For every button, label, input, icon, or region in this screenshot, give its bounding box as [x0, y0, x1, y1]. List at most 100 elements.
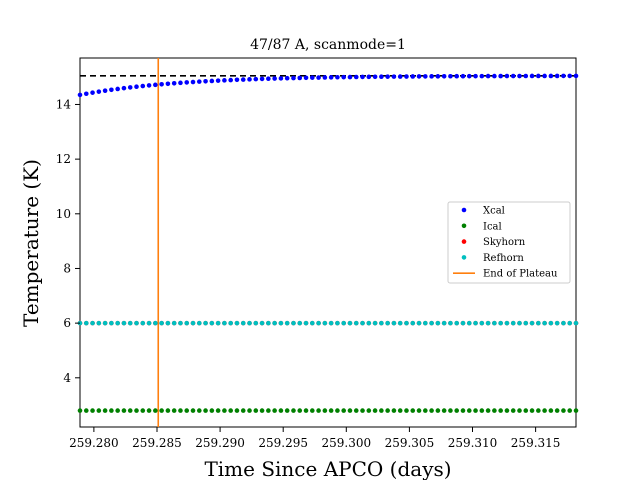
data-point-ical — [153, 408, 158, 413]
data-point-xcal — [297, 75, 303, 81]
x-axis-label: Time Since APCO (days) — [204, 457, 451, 480]
data-point-ical — [102, 408, 108, 413]
legend-box — [447, 201, 571, 284]
data-point-refhorn — [247, 320, 252, 326]
data-point-refhorn — [83, 320, 89, 326]
data-point-xcal — [542, 73, 547, 79]
data-point-ical — [83, 408, 89, 413]
data-point-xcal — [196, 79, 202, 84]
data-point-xcal — [96, 89, 102, 94]
data-point-xcal — [441, 73, 447, 79]
data-point-ical — [523, 408, 529, 413]
data-point-refhorn — [159, 320, 164, 326]
data-point-xcal — [291, 75, 296, 81]
data-point-xcal — [391, 74, 397, 79]
data-point-xcal — [529, 73, 535, 79]
legend-label: End of Plateau — [483, 269, 558, 280]
data-point-xcal — [372, 74, 378, 80]
data-point-ical — [404, 408, 409, 413]
data-point-refhorn — [385, 320, 390, 326]
data-point-ical — [529, 408, 535, 413]
data-point-ical — [115, 408, 120, 413]
data-point-ical — [341, 408, 346, 413]
data-point-refhorn — [567, 320, 573, 326]
data-point-ical — [347, 408, 353, 413]
data-point-refhorn — [328, 320, 334, 326]
data-point-refhorn — [228, 320, 233, 326]
legend-marker-xcal — [461, 207, 467, 213]
data-point-refhorn — [297, 320, 303, 326]
data-point-refhorn — [153, 320, 158, 326]
legend-label: Skyhorn — [483, 237, 526, 248]
data-point-ical — [140, 408, 146, 413]
x-tick-label: 259.300 — [321, 436, 371, 450]
data-point-refhorn — [234, 320, 240, 326]
data-point-ical — [134, 408, 139, 413]
data-point-refhorn — [529, 320, 535, 326]
data-point-ical — [159, 408, 164, 413]
data-point-xcal — [504, 73, 510, 79]
data-point-xcal — [127, 85, 133, 90]
data-point-ical — [485, 408, 491, 413]
data-point-ical — [90, 408, 95, 413]
data-point-xcal — [554, 73, 560, 79]
data-point-xcal — [347, 74, 353, 80]
data-point-ical — [96, 408, 102, 413]
data-point-refhorn — [109, 320, 114, 326]
data-point-xcal — [146, 83, 152, 88]
data-point-ical — [573, 408, 579, 413]
data-point-xcal — [316, 75, 321, 80]
data-point-refhorn — [316, 320, 321, 326]
data-point-xcal — [360, 74, 365, 80]
y-tick-label: 14 — [56, 97, 72, 111]
data-point-xcal — [492, 73, 497, 79]
data-point-xcal — [102, 88, 108, 93]
data-point-ical — [366, 408, 372, 413]
data-point-refhorn — [485, 320, 491, 326]
plot-frame — [79, 57, 577, 428]
data-point-ical — [310, 408, 315, 413]
data-point-refhorn — [240, 320, 246, 326]
data-point-refhorn — [460, 320, 466, 326]
series-ical — [77, 408, 579, 413]
data-point-ical — [360, 408, 365, 413]
data-point-ical — [215, 408, 221, 413]
data-point-ical — [353, 408, 359, 413]
data-point-refhorn — [479, 320, 485, 326]
data-point-xcal — [466, 73, 472, 79]
data-point-refhorn — [492, 320, 497, 326]
data-point-refhorn — [190, 320, 196, 326]
data-point-refhorn — [473, 320, 478, 326]
data-point-refhorn — [165, 320, 171, 326]
data-point-ical — [109, 408, 114, 413]
data-point-xcal — [134, 84, 139, 89]
data-point-xcal — [429, 74, 434, 79]
data-point-refhorn — [284, 320, 290, 326]
x-axis-ticks: 259.280 259.285 259.290 259.295 259.300 259.3… — [69, 427, 560, 450]
data-point-xcal — [548, 73, 554, 79]
data-point-xcal — [234, 77, 240, 83]
data-point-refhorn — [404, 320, 409, 326]
data-point-xcal — [259, 76, 265, 82]
data-point-refhorn — [416, 320, 422, 326]
data-point-ical — [473, 408, 478, 413]
legend-label: Ical — [483, 221, 502, 232]
data-point-ical — [127, 408, 133, 413]
legend-marker-skyhorn — [461, 239, 467, 244]
y-tick-label: 4 — [63, 371, 71, 385]
data-point-xcal — [278, 76, 284, 81]
data-point-ical — [479, 408, 485, 413]
data-point-xcal — [83, 91, 89, 97]
data-point-ical — [203, 408, 208, 413]
data-point-ical — [228, 408, 233, 413]
data-point-refhorn — [310, 320, 315, 326]
data-point-refhorn — [171, 320, 177, 326]
data-point-refhorn — [554, 320, 560, 326]
data-point-xcal — [561, 73, 566, 79]
data-point-ical — [171, 408, 177, 413]
data-point-ical — [492, 408, 497, 413]
x-tick-label: 259.295 — [258, 436, 308, 450]
data-point-refhorn — [423, 320, 428, 326]
data-point-xcal — [328, 75, 334, 80]
data-point-refhorn — [102, 320, 108, 326]
